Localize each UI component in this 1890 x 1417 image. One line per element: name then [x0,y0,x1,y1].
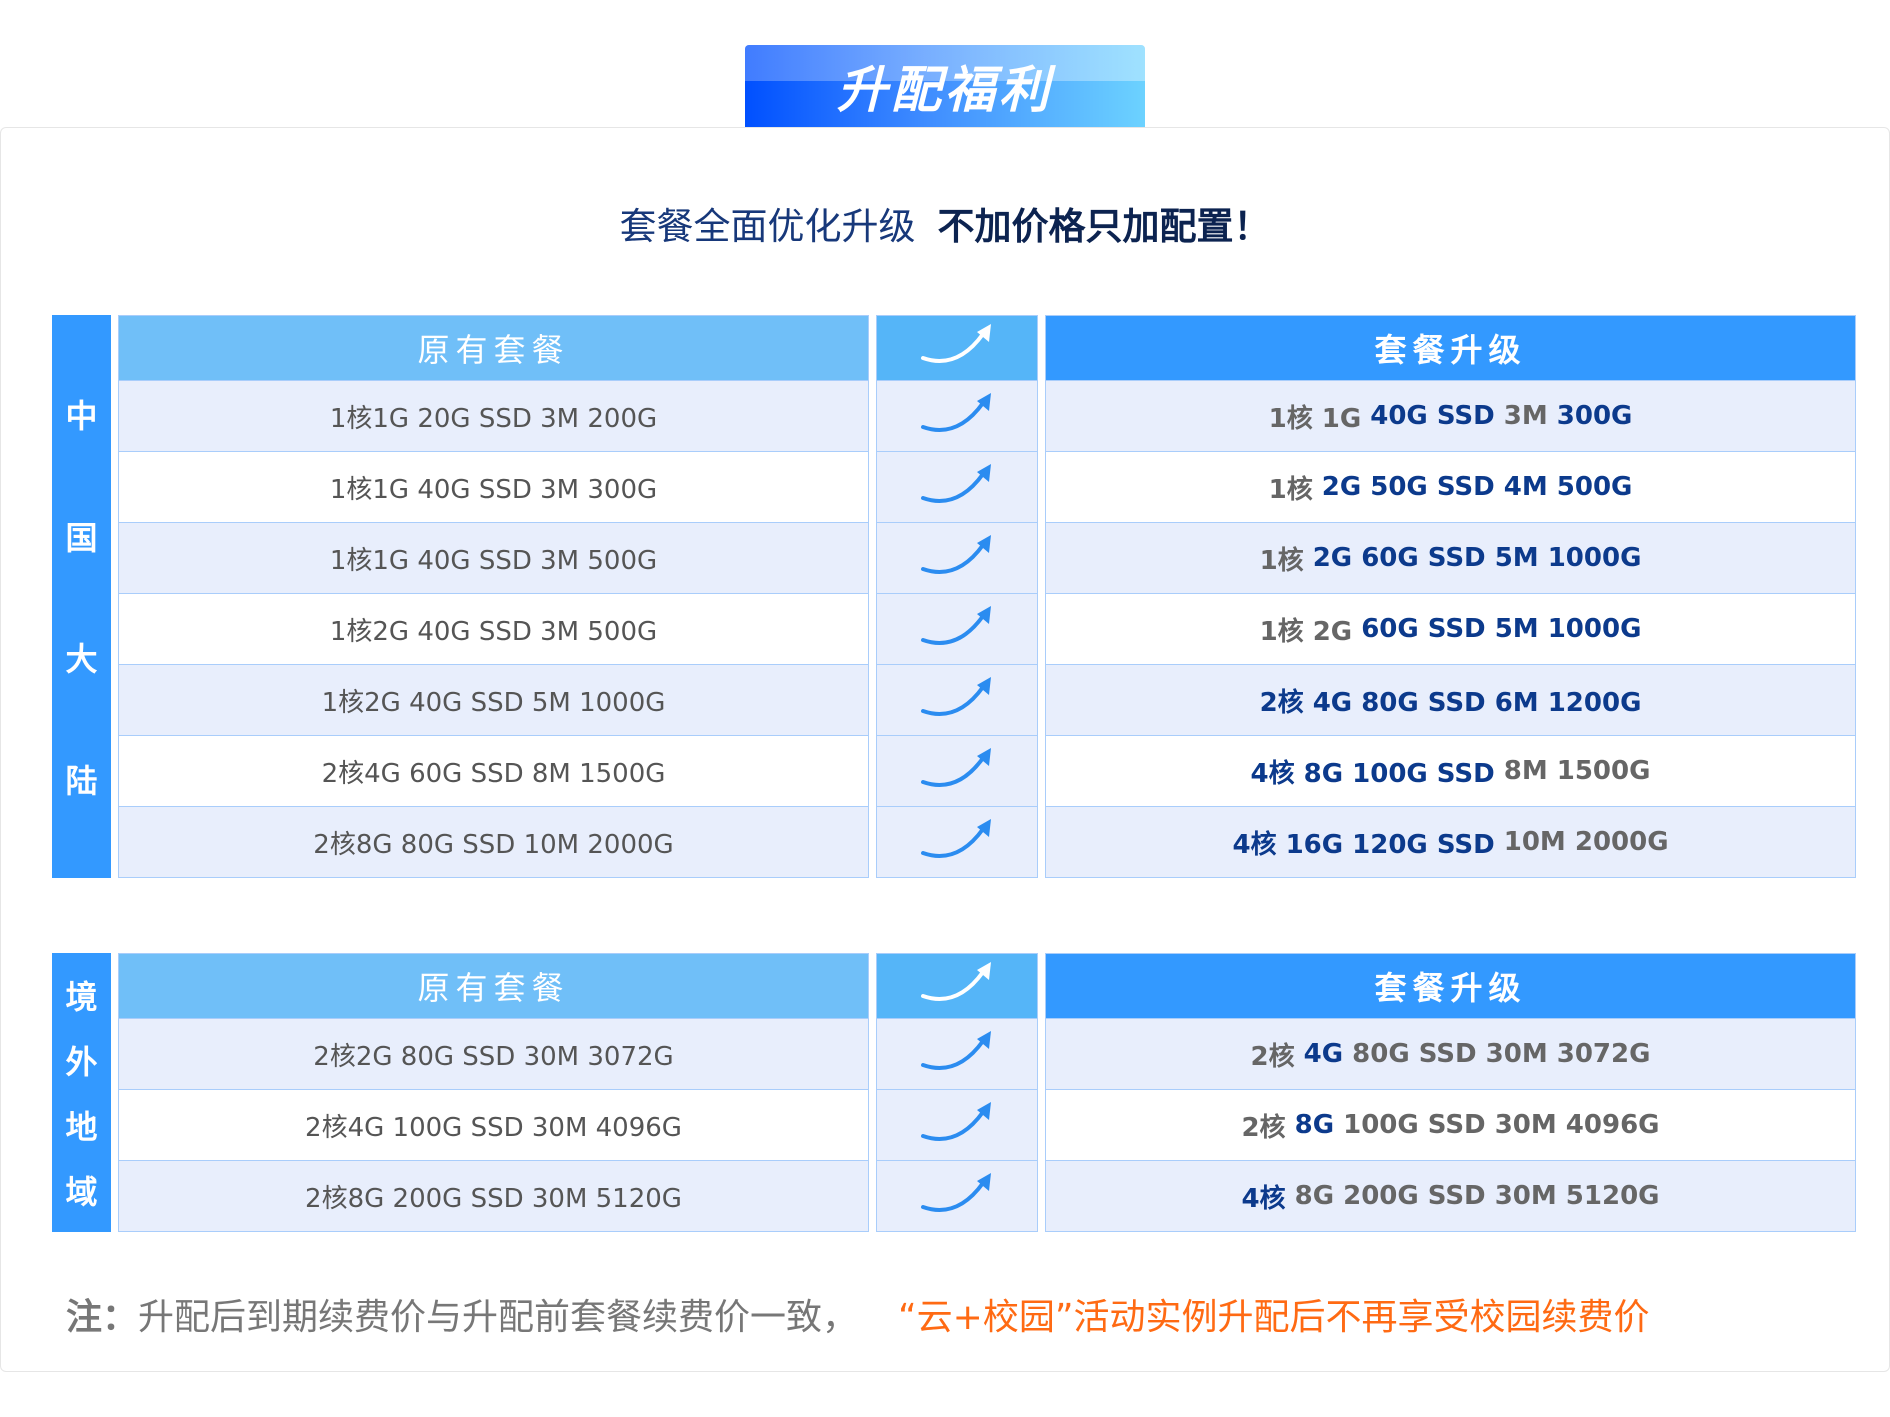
upgrade-arrow-icon [917,673,997,728]
region-char: 中 [65,396,98,435]
header-upgraded-plan: 套餐升级 [1045,953,1856,1019]
header-upgraded-plan: 套餐升级 [1045,315,1856,381]
upgraded-spec: 3M [1503,401,1557,431]
upgrade-arrow-icon [917,602,997,657]
upgraded-spec-highlight: 4G [1303,1039,1353,1069]
upgrade-arrow-icon [917,531,997,586]
upgraded-plan-cell: 4核 16G 120G SSD 10M 2000G [1045,807,1856,878]
arrow-cell [876,1161,1038,1232]
upgraded-plan-cell: 1核 2G 60G SSD 5M 1000G [1045,523,1856,594]
upgraded-spec: 2核 [1241,1112,1295,1143]
upgraded-plan-cell: 1核 2G 60G SSD 5M 1000G [1045,594,1856,665]
subtitle-bold: 不加价格只加配置！ [937,205,1271,248]
arrow-cell [876,523,1038,594]
arrow-cell [876,665,1038,736]
header-arrow [876,953,1038,1019]
upgraded-spec-highlight: 4核 16G 120G SSD [1232,829,1504,860]
arrow-cell [876,594,1038,665]
footnote: 注：升配后到期续费价与升配前套餐续费价一致， “云+校园”活动实例升配后不再享受校… [66,1288,1650,1340]
arrow-cell [876,1090,1038,1161]
upgrade-arrow-icon [917,460,997,515]
upgraded-plan-cell: 1核 1G 40G SSD 3M 300G [1045,381,1856,452]
upgraded-spec-highlight: 300G [1556,401,1633,431]
upgraded-spec-highlight: 4核 [1241,1183,1295,1214]
note-text: 升配后到期续费价与升配前套餐续费价一致， [138,1297,859,1338]
upgraded-spec: 80G SSD 30M 3072G [1352,1039,1651,1069]
original-plan-cell: 2核4G 100G SSD 30M 4096G [118,1090,869,1161]
note-highlight: “云+校园”活动实例升配后不再享受校园续费价 [898,1297,1650,1338]
upgraded-plan-cell: 4核 8G 200G SSD 30M 5120G [1045,1161,1856,1232]
overseas-upgrade-table: 境外地域原有套餐 套餐升级 2核2G 80G SSD 30M 3072G 2核 4G … [52,953,1856,1232]
upgraded-spec-highlight: 2G 50G SSD 4M 500G [1321,472,1633,502]
region-char: 域 [65,1173,98,1211]
region-char: 外 [65,1043,98,1081]
upgraded-spec-highlight: 2G 60G SSD 5M 1000G [1312,543,1642,573]
upgraded-spec-highlight: 8G [1294,1110,1344,1140]
upgrade-arrow-icon [917,1027,997,1082]
region-char: 国 [65,518,98,557]
upgraded-plan-cell: 2核 4G 80G SSD 6M 1200G [1045,665,1856,736]
upgraded-spec: 8M 1500G [1503,756,1651,786]
upgrade-arrow-icon [917,320,997,376]
region-label: 境外地域 [52,953,111,1232]
header-original-plan: 原有套餐 [118,953,869,1019]
upgrade-arrow-icon [917,1169,997,1224]
arrow-cell [876,381,1038,452]
original-plan-cell: 1核1G 40G SSD 3M 500G [118,523,869,594]
original-plan-cell: 2核2G 80G SSD 30M 3072G [118,1019,869,1090]
region-char: 地 [65,1108,98,1146]
upgraded-spec: 10M 2000G [1503,827,1669,857]
arrow-cell [876,807,1038,878]
original-plan-cell: 1核1G 40G SSD 3M 300G [118,452,869,523]
original-plan-cell: 1核2G 40G SSD 5M 1000G [118,665,869,736]
upgraded-spec-highlight: 60G SSD 5M 1000G [1361,614,1642,644]
region-char: 陆 [65,762,98,801]
upgraded-spec: 1核 2G [1259,616,1362,647]
banner-tab: 升配福利 [745,45,1145,127]
original-plan-cell: 1核2G 40G SSD 3M 500G [118,594,869,665]
upgraded-spec: 1核 1G [1268,403,1371,434]
upgraded-spec-highlight: 2核 4G 80G SSD 6M 1200G [1259,687,1642,718]
original-plan-cell: 1核1G 20G SSD 3M 200G [118,381,869,452]
original-plan-cell: 2核4G 60G SSD 8M 1500G [118,736,869,807]
banner-title: 升配福利 [837,61,1053,119]
upgraded-spec: 8G 200G SSD 30M 5120G [1294,1181,1660,1211]
arrow-cell [876,452,1038,523]
upgrade-arrow-icon [917,1098,997,1153]
upgraded-plan-cell: 1核 2G 50G SSD 4M 500G [1045,452,1856,523]
original-plan-cell: 2核8G 80G SSD 10M 2000G [118,807,869,878]
header-arrow [876,315,1038,381]
upgraded-spec: 2核 [1250,1041,1304,1072]
mainland-upgrade-table: 中国大陆原有套餐 套餐升级 1核1G 20G SSD 3M 200G 1核 1G 40… [52,315,1856,878]
upgraded-plan-cell: 2核 8G 100G SSD 30M 4096G [1045,1090,1856,1161]
subtitle-normal: 套餐全面优化升级 [619,205,916,248]
arrow-cell [876,1019,1038,1090]
subtitle: 套餐全面优化升级 不加价格只加配置！ [0,196,1890,250]
original-plan-cell: 2核8G 200G SSD 30M 5120G [118,1161,869,1232]
upgraded-spec: 100G SSD 30M 4096G [1343,1110,1660,1140]
upgraded-spec: 1核 [1259,545,1313,576]
region-char: 大 [65,640,98,679]
upgrade-arrow-icon [917,389,997,444]
region-char: 境 [65,978,98,1016]
header-original-plan: 原有套餐 [118,315,869,381]
upgraded-plan-cell: 4核 8G 100G SSD 8M 1500G [1045,736,1856,807]
upgrade-arrow-icon [917,744,997,799]
upgrade-arrow-icon [917,958,997,1014]
region-label: 中国大陆 [52,315,111,878]
upgraded-spec-highlight: 40G SSD [1370,401,1504,431]
upgrade-arrow-icon [917,815,997,870]
arrow-cell [876,736,1038,807]
upgraded-spec: 1核 [1268,474,1322,505]
upgraded-spec-highlight: 4核 8G 100G SSD [1250,758,1504,789]
upgraded-plan-cell: 2核 4G 80G SSD 30M 3072G [1045,1019,1856,1090]
note-label: 注： [66,1297,139,1338]
